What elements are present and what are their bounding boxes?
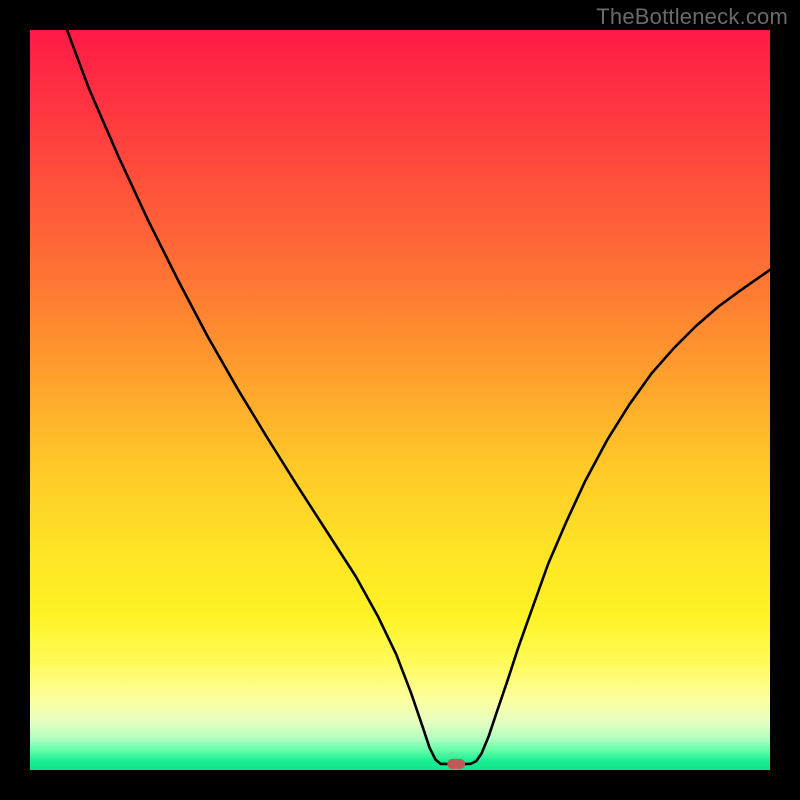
plot-background: [30, 30, 770, 770]
bottleneck-marker: [447, 759, 465, 769]
bottleneck-curve-chart: [0, 0, 800, 800]
chart-stage: TheBottleneck.com: [0, 0, 800, 800]
watermark-text: TheBottleneck.com: [596, 4, 788, 30]
